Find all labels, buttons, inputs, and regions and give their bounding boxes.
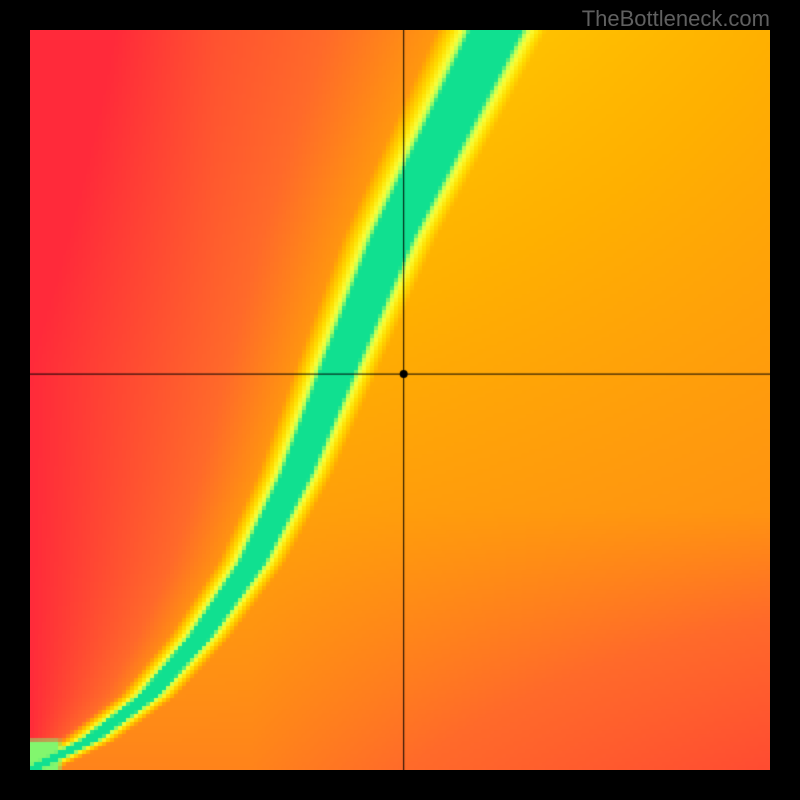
heatmap-canvas xyxy=(30,30,770,770)
chart-frame: TheBottleneck.com xyxy=(0,0,800,800)
watermark-text: TheBottleneck.com xyxy=(582,6,770,32)
heatmap-plot xyxy=(30,30,770,770)
